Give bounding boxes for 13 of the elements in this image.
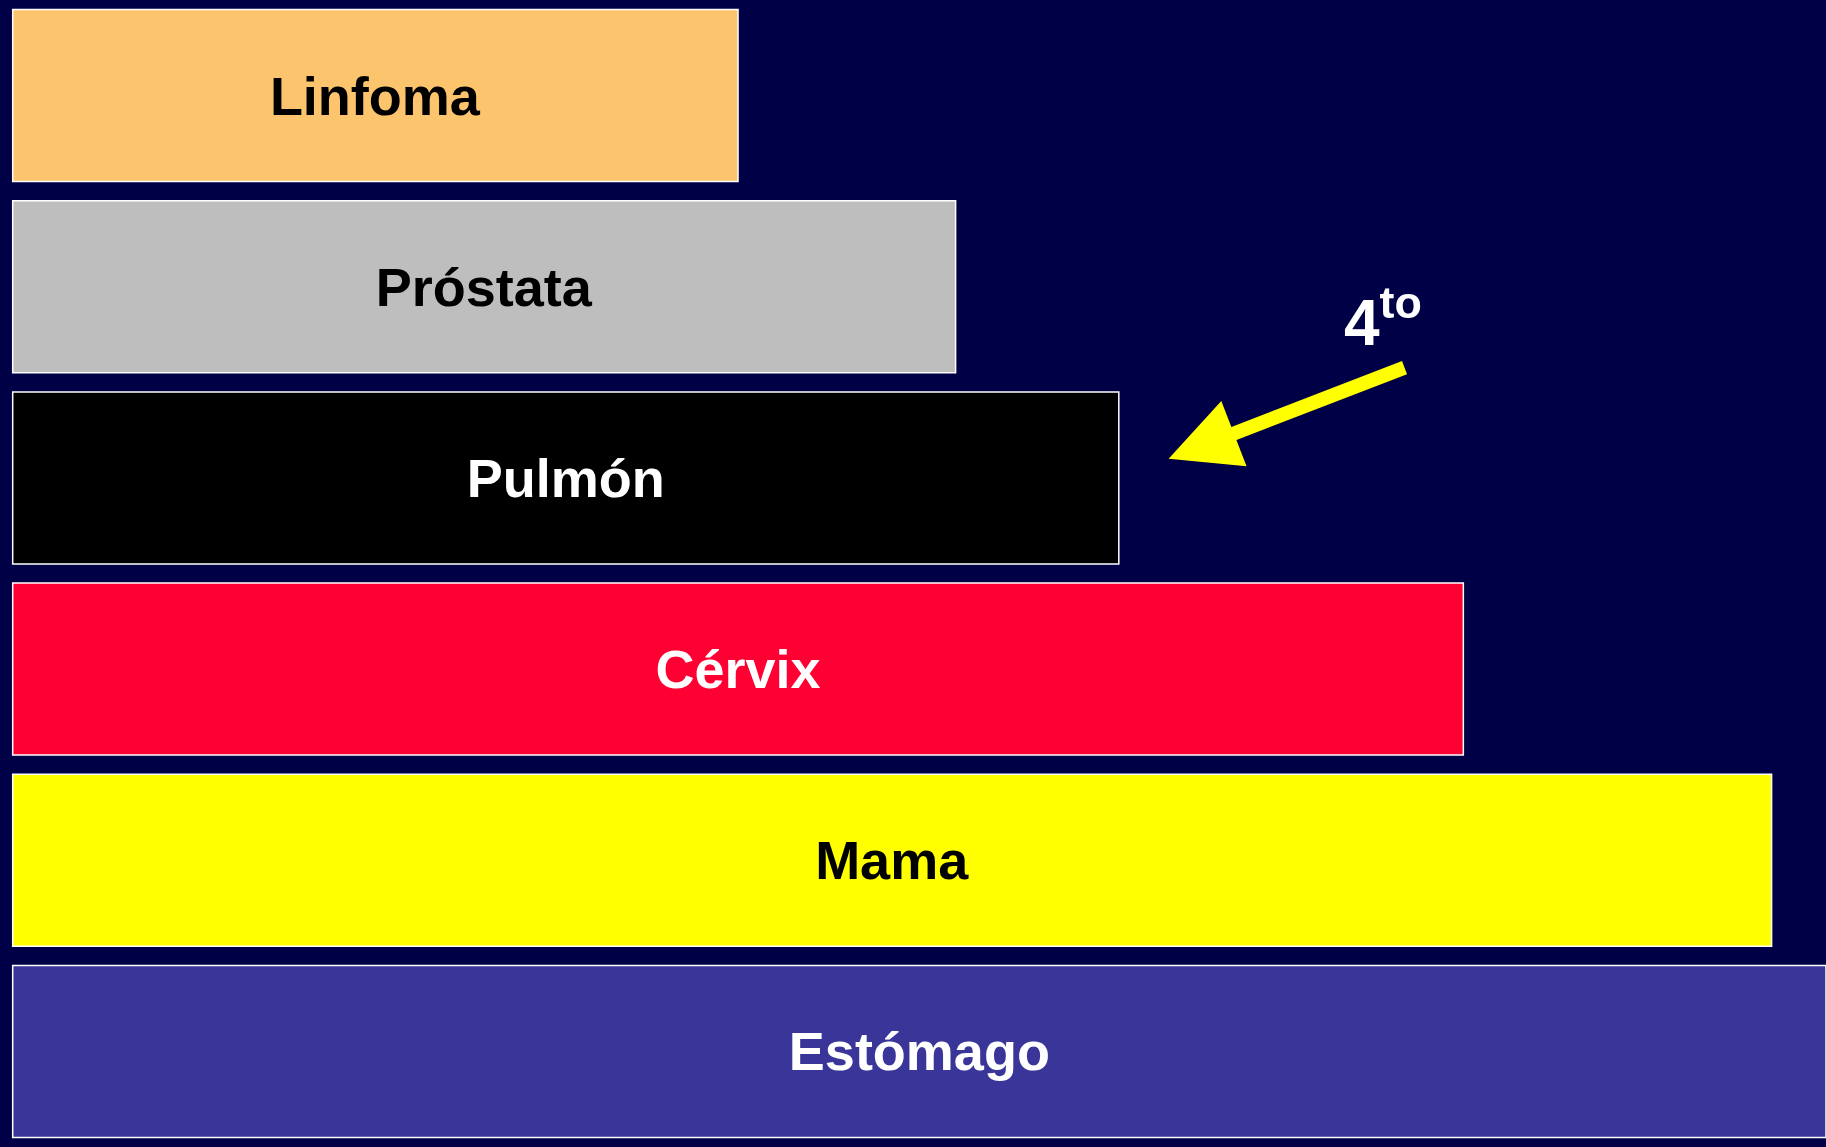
- bar: [11, 582, 1465, 756]
- bar: [11, 773, 1773, 948]
- y-tick-label: Pulmón: [466, 447, 665, 508]
- y-tick-label: Mama: [815, 830, 970, 891]
- bar: [11, 199, 957, 374]
- y-tick-label: Estómago: [788, 1021, 1050, 1082]
- bar: [11, 391, 1120, 565]
- y-tick-label: Linfoma: [269, 65, 481, 126]
- annotation: 4$^{to}$: [1344, 277, 1422, 359]
- y-tick-label: Próstata: [375, 256, 593, 317]
- bar: [11, 964, 1826, 1139]
- y-tick-label: Cérvix: [655, 639, 821, 700]
- bar: [11, 8, 739, 183]
